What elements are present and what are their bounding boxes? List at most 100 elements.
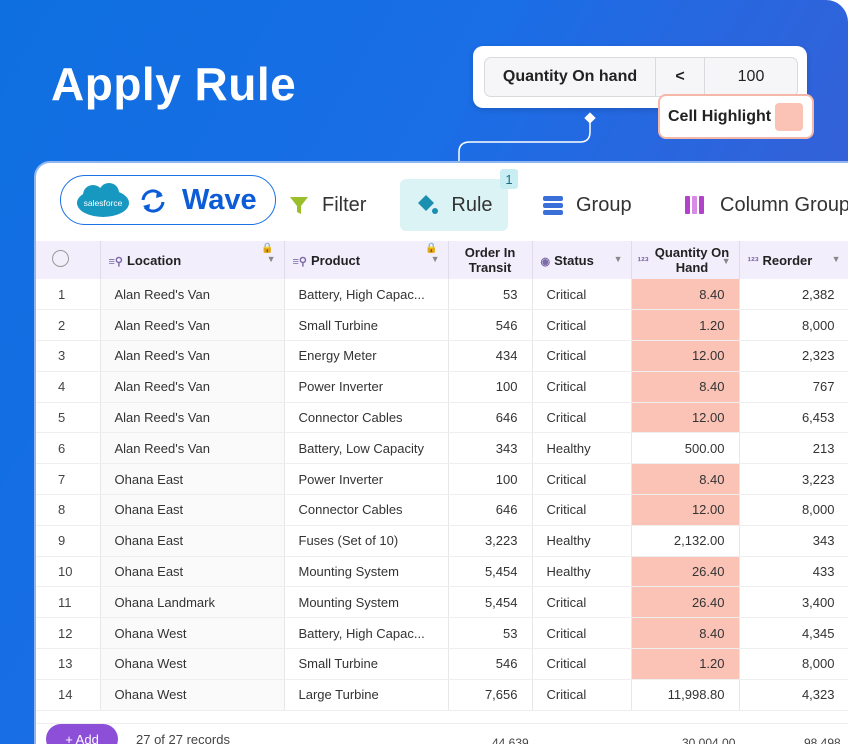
status-cell[interactable]: Critical xyxy=(532,371,632,403)
reorder-cell[interactable]: 3,400 xyxy=(739,586,848,619)
group-button[interactable]: Group xyxy=(542,179,632,231)
order-in-transit-cell[interactable]: 7,656 xyxy=(448,679,533,711)
select-all-checkbox[interactable] xyxy=(36,241,101,279)
reorder-cell[interactable]: 2,382 xyxy=(739,279,848,311)
table-row[interactable]: 1 Alan Reed's Van Battery, High Capac... 53… xyxy=(36,279,848,311)
status-cell[interactable]: Critical xyxy=(532,648,632,680)
quantity-on-hand-cell[interactable]: 12.00 xyxy=(631,494,740,526)
order-in-transit-cell[interactable]: 100 xyxy=(448,371,533,403)
reorder-cell[interactable]: 343 xyxy=(739,525,848,557)
rule-button[interactable]: Rule xyxy=(400,179,508,231)
reorder-cell[interactable]: 3,223 xyxy=(739,463,848,496)
location-cell[interactable]: Ohana East xyxy=(100,463,285,496)
rule-operator-select[interactable]: < xyxy=(656,58,705,96)
order-in-transit-cell[interactable]: 5,454 xyxy=(448,556,533,588)
quantity-on-hand-cell[interactable]: 12.00 xyxy=(631,340,740,372)
status-cell[interactable]: Critical xyxy=(532,586,632,619)
location-cell[interactable]: Ohana Landmark xyxy=(100,586,285,619)
reorder-cell[interactable]: 4,345 xyxy=(739,617,848,650)
row-index[interactable]: 13 xyxy=(36,648,101,680)
location-cell[interactable]: Ohana East xyxy=(100,494,285,526)
quantity-on-hand-cell[interactable]: 1.20 xyxy=(631,309,740,342)
row-index[interactable]: 9 xyxy=(36,525,101,557)
location-cell[interactable]: Alan Reed's Van xyxy=(100,371,285,403)
product-cell[interactable]: Connector Cables xyxy=(284,494,449,526)
col-quantity-on-hand[interactable]: ¹²³ Quantity On Hand ▼ xyxy=(631,241,740,279)
reorder-cell[interactable]: 2,323 xyxy=(739,340,848,372)
column-group-button[interactable]: Column Group xyxy=(684,179,848,231)
product-cell[interactable]: Power Inverter xyxy=(284,371,449,403)
table-row[interactable]: 9 Ohana East Fuses (Set of 10) 3,223 Healthy… xyxy=(36,525,848,557)
table-row[interactable]: 4 Alan Reed's Van Power Inverter 100 Critica… xyxy=(36,371,848,403)
product-cell[interactable]: Mounting System xyxy=(284,556,449,588)
col-order-in-transit[interactable]: Order In Transit xyxy=(448,241,533,279)
location-cell[interactable]: Alan Reed's Van xyxy=(100,279,285,311)
table-row[interactable]: 5 Alan Reed's Van Connector Cables 646 Criti… xyxy=(36,402,848,434)
row-index[interactable]: 10 xyxy=(36,556,101,588)
product-cell[interactable]: Large Turbine xyxy=(284,679,449,711)
product-cell[interactable]: Small Turbine xyxy=(284,309,449,342)
table-row[interactable]: 3 Alan Reed's Van Energy Meter 434 Critical 1… xyxy=(36,340,848,372)
add-button[interactable]: + Add xyxy=(46,724,118,744)
reorder-cell[interactable]: 8,000 xyxy=(739,494,848,526)
col-product[interactable]: 🔒 ≡⚲ Product ▼ xyxy=(284,241,449,279)
row-index[interactable]: 14 xyxy=(36,679,101,711)
location-cell[interactable]: Ohana East xyxy=(100,525,285,557)
quantity-on-hand-cell[interactable]: 8.40 xyxy=(631,279,740,311)
status-cell[interactable]: Critical xyxy=(532,402,632,434)
row-index[interactable]: 3 xyxy=(36,340,101,372)
highlight-color-swatch[interactable] xyxy=(775,103,803,131)
quantity-on-hand-cell[interactable]: 1.20 xyxy=(631,648,740,680)
location-cell[interactable]: Alan Reed's Van xyxy=(100,309,285,342)
status-cell[interactable]: Critical xyxy=(532,617,632,650)
row-index[interactable]: 11 xyxy=(36,586,101,619)
col-reorder[interactable]: ¹²³ Reorder ▼ xyxy=(739,241,848,279)
location-cell[interactable]: Ohana West xyxy=(100,617,285,650)
quantity-on-hand-cell[interactable]: 11,998.80 xyxy=(631,679,740,711)
table-row[interactable]: 11 Ohana Landmark Mounting System 5,454 Crit… xyxy=(36,586,848,619)
quantity-on-hand-cell[interactable]: 26.40 xyxy=(631,556,740,588)
product-cell[interactable]: Mounting System xyxy=(284,586,449,619)
reorder-cell[interactable]: 767 xyxy=(739,371,848,403)
table-row[interactable]: 10 Ohana East Mounting System 5,454 Healthy 2… xyxy=(36,556,848,588)
col-location[interactable]: 🔒 ≡⚲ Location ▼ xyxy=(100,241,285,279)
order-in-transit-cell[interactable]: 434 xyxy=(448,340,533,372)
row-index[interactable]: 4 xyxy=(36,371,101,403)
order-in-transit-cell[interactable]: 53 xyxy=(448,279,533,311)
table-row[interactable]: 14 Ohana West Large Turbine 7,656 Critical 11… xyxy=(36,679,848,711)
status-cell[interactable]: Healthy xyxy=(532,432,632,465)
product-cell[interactable]: Connector Cables xyxy=(284,402,449,434)
location-cell[interactable]: Ohana West xyxy=(100,679,285,711)
order-in-transit-cell[interactable]: 100 xyxy=(448,463,533,496)
status-cell[interactable]: Critical xyxy=(532,679,632,711)
filter-button[interactable]: Filter xyxy=(288,179,366,231)
status-cell[interactable]: Critical xyxy=(532,309,632,342)
row-index[interactable]: 1 xyxy=(36,279,101,311)
table-row[interactable]: 8 Ohana East Connector Cables 646 Critical 12… xyxy=(36,494,848,526)
quantity-on-hand-cell[interactable]: 2,132.00 xyxy=(631,525,740,557)
location-cell[interactable]: Ohana East xyxy=(100,556,285,588)
cell-highlight-option[interactable]: Cell Highlight xyxy=(658,94,814,139)
status-cell[interactable]: Critical xyxy=(532,279,632,311)
order-in-transit-cell[interactable]: 3,223 xyxy=(448,525,533,557)
reorder-cell[interactable]: 8,000 xyxy=(739,648,848,680)
location-cell[interactable]: Alan Reed's Van xyxy=(100,432,285,465)
row-index[interactable]: 8 xyxy=(36,494,101,526)
quantity-on-hand-cell[interactable]: 26.40 xyxy=(631,586,740,619)
product-cell[interactable]: Fuses (Set of 10) xyxy=(284,525,449,557)
order-in-transit-cell[interactable]: 5,454 xyxy=(448,586,533,619)
reorder-cell[interactable]: 6,453 xyxy=(739,402,848,434)
quantity-on-hand-cell[interactable]: 12.00 xyxy=(631,402,740,434)
row-index[interactable]: 6 xyxy=(36,432,101,465)
status-cell[interactable]: Critical xyxy=(532,494,632,526)
row-index[interactable]: 7 xyxy=(36,463,101,496)
table-row[interactable]: 7 Ohana East Power Inverter 100 Critical 8.40… xyxy=(36,463,848,496)
location-cell[interactable]: Alan Reed's Van xyxy=(100,340,285,372)
product-cell[interactable]: Energy Meter xyxy=(284,340,449,372)
quantity-on-hand-cell[interactable]: 8.40 xyxy=(631,617,740,650)
quantity-on-hand-cell[interactable]: 8.40 xyxy=(631,463,740,496)
reorder-cell[interactable]: 8,000 xyxy=(739,309,848,342)
product-cell[interactable]: Battery, Low Capacity xyxy=(284,432,449,465)
table-row[interactable]: 2 Alan Reed's Van Small Turbine 546 Critical… xyxy=(36,309,848,342)
product-cell[interactable]: Power Inverter xyxy=(284,463,449,496)
